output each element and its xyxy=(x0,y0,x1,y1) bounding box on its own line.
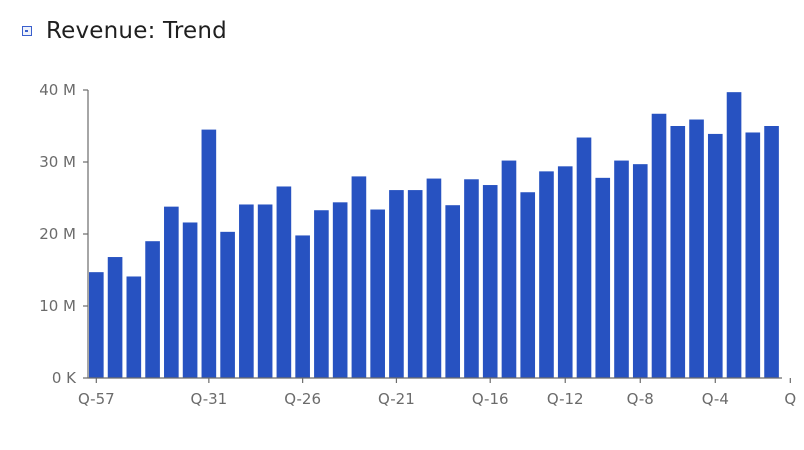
x-tick-label: Q-8 xyxy=(627,390,654,408)
bar xyxy=(557,166,573,378)
y-tick-label: 40 M xyxy=(39,81,76,99)
bar xyxy=(689,119,704,379)
bar xyxy=(707,133,723,378)
bar xyxy=(370,209,385,378)
y-tick-label: 30 M xyxy=(39,153,76,171)
bar xyxy=(595,177,611,378)
chart-legend-icon xyxy=(22,26,32,36)
bar xyxy=(220,231,235,378)
bar xyxy=(464,179,479,378)
bar xyxy=(426,178,442,378)
x-tick-label: Q-16 xyxy=(472,390,509,408)
bar xyxy=(520,192,536,378)
bar xyxy=(670,126,686,378)
bar xyxy=(501,160,517,378)
bar xyxy=(201,129,217,378)
bars-group xyxy=(89,92,779,379)
bar xyxy=(351,176,367,378)
bar xyxy=(89,272,104,378)
x-tick-label: Q-26 xyxy=(284,390,321,408)
bar xyxy=(145,241,160,378)
bar xyxy=(239,204,254,378)
bar xyxy=(164,206,179,378)
bar xyxy=(314,210,329,378)
x-tick-label: Q-12 xyxy=(547,390,584,408)
chart-title: Revenue: Trend xyxy=(46,18,227,44)
bar xyxy=(576,137,592,378)
bar xyxy=(407,190,423,378)
x-tick-label: Q-21 xyxy=(378,390,415,408)
bar xyxy=(276,186,292,378)
x-tick-label: Q-31 xyxy=(190,390,227,408)
y-axis: 0 K 10 M 20 M 30 M 40 M xyxy=(39,81,89,387)
chart-header: Revenue: Trend xyxy=(22,18,227,44)
y-tick-label: 20 M xyxy=(39,225,76,243)
bar xyxy=(539,171,554,378)
bar xyxy=(332,202,348,378)
bar xyxy=(614,160,629,378)
y-tick-label: 0 K xyxy=(52,369,77,387)
bar xyxy=(126,276,142,378)
bar xyxy=(182,222,198,378)
bar xyxy=(764,126,779,378)
x-tick-label: Q xyxy=(784,390,796,408)
bar xyxy=(745,132,761,378)
x-axis: Q-57 Q-31 Q-26 Q-21 Q-16 Q-12 Q-8 Q-4 Q xyxy=(78,377,796,408)
x-tick-label: Q-57 xyxy=(78,390,115,408)
bar xyxy=(445,205,461,378)
y-tick-label: 10 M xyxy=(39,297,76,315)
bar xyxy=(482,185,498,378)
bar xyxy=(726,92,742,378)
x-tick-label: Q-4 xyxy=(702,390,729,408)
bar xyxy=(295,235,310,378)
bar xyxy=(632,164,648,378)
bar xyxy=(107,257,123,378)
bar xyxy=(651,113,667,378)
bar xyxy=(389,190,404,378)
bar xyxy=(257,204,273,378)
